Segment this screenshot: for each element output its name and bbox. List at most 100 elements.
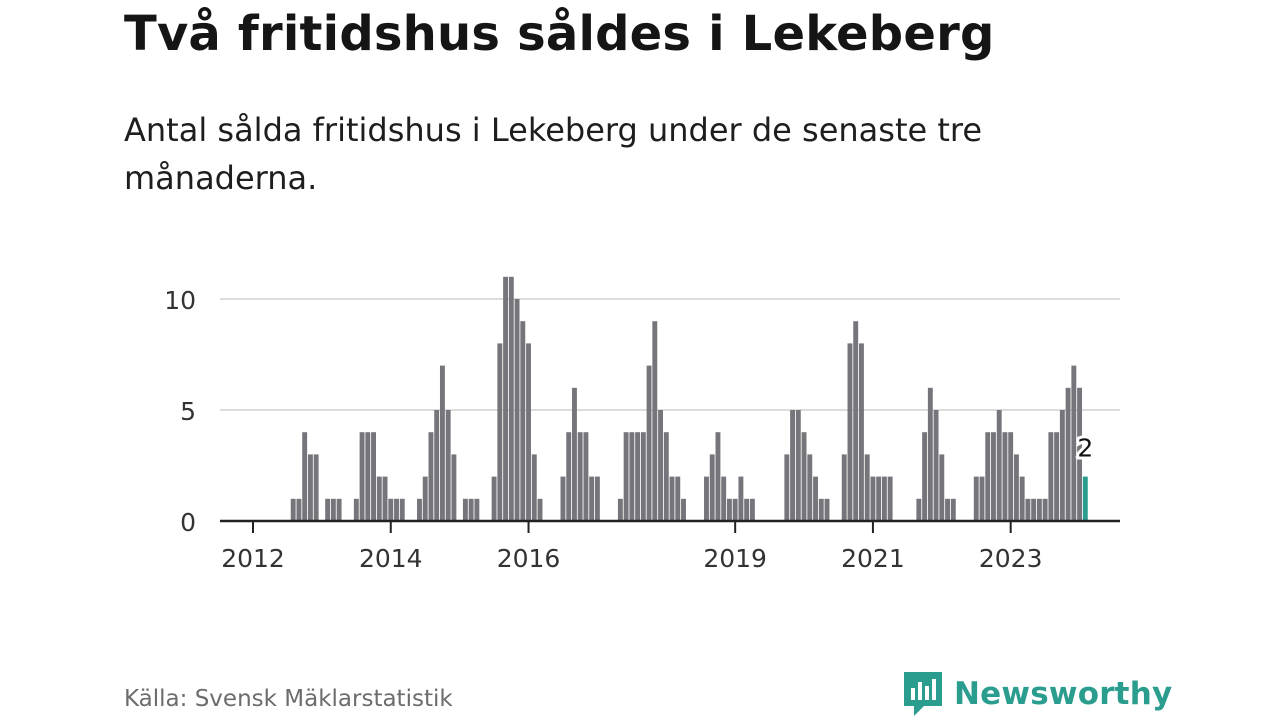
bar [732, 498, 738, 521]
bar [451, 454, 457, 521]
bar [508, 276, 514, 521]
bar [1077, 387, 1083, 521]
bar [709, 454, 715, 521]
bar [979, 476, 985, 521]
bar [353, 498, 359, 521]
bar [313, 454, 319, 521]
last-value-label: 2 [1077, 434, 1093, 463]
bar [818, 498, 824, 521]
bar [330, 498, 336, 521]
bar [422, 476, 428, 521]
bar [1048, 432, 1054, 521]
bar [663, 432, 669, 521]
bar [927, 387, 933, 521]
bar [669, 476, 675, 521]
x-tick-label: 2012 [221, 544, 285, 573]
bar [497, 343, 503, 521]
bar [985, 432, 991, 521]
brand-name: Newsworthy [954, 676, 1173, 712]
bar [738, 476, 744, 521]
source-note: Källa: Svensk Mäklarstatistik [124, 686, 453, 712]
bar [520, 321, 526, 521]
bar [382, 476, 388, 521]
bar [991, 432, 996, 521]
bar [996, 410, 1002, 521]
bar [916, 498, 922, 521]
bar [813, 476, 818, 521]
bar [933, 410, 939, 521]
bar [744, 498, 750, 521]
bar [417, 498, 422, 521]
brand-logo[interactable]: Newsworthy [902, 670, 1172, 718]
bar [434, 410, 440, 521]
bar [365, 432, 371, 521]
highlighted-bar [1082, 476, 1088, 521]
bar [594, 476, 600, 521]
chart-title: Två fritidshus såldes i Lekeberg [124, 6, 995, 62]
y-tick-label: 0 [180, 508, 196, 537]
bar [399, 498, 405, 521]
bar [795, 410, 801, 521]
bar [531, 454, 537, 521]
bar [503, 276, 509, 521]
x-ticks: 2012 2014 2016 2019 2021 2023 [221, 521, 1043, 573]
bar [359, 432, 365, 521]
x-tick-label: 2021 [841, 544, 905, 573]
bar [801, 432, 807, 521]
bar [876, 476, 882, 521]
bar [514, 299, 520, 521]
bar [376, 476, 382, 521]
bar [290, 498, 296, 521]
bar [474, 498, 480, 521]
bar [394, 498, 399, 521]
bars [290, 276, 1088, 521]
bar [784, 454, 790, 521]
bar [589, 476, 595, 521]
bar [462, 498, 468, 521]
x-tick-label: 2014 [359, 544, 423, 573]
grid-lines [220, 298, 1120, 411]
bar [635, 432, 641, 521]
bar [973, 476, 979, 521]
bar [1002, 432, 1008, 521]
bar [1019, 476, 1025, 521]
bar [945, 498, 950, 521]
bar [1025, 498, 1031, 521]
bar [807, 454, 813, 521]
bar [640, 432, 646, 521]
y-tick-label: 10 [164, 286, 196, 315]
bar [887, 476, 893, 521]
bar [681, 498, 686, 521]
bar [675, 476, 681, 521]
x-tick-label: 2016 [497, 544, 561, 573]
bar [577, 432, 583, 521]
bar [325, 498, 331, 521]
bar [841, 454, 847, 521]
bar [790, 410, 796, 521]
bar [1036, 498, 1042, 521]
bar-chart: 0 5 10 2012 2014 2016 2019 2021 2023 2 [164, 276, 1120, 573]
bar [566, 432, 572, 521]
bar [1059, 410, 1065, 521]
bar [629, 432, 635, 521]
bar [864, 454, 870, 521]
bar [704, 476, 709, 521]
x-tick-label: 2019 [703, 544, 767, 573]
bar [560, 476, 566, 521]
bar [1008, 432, 1014, 521]
bar [1042, 498, 1048, 521]
bar [623, 432, 629, 521]
bar [1054, 432, 1060, 521]
bar [428, 432, 434, 521]
newsworthy-logo-icon [904, 672, 942, 716]
bar [824, 498, 830, 521]
bar [881, 476, 887, 521]
bar [302, 432, 308, 521]
bar [853, 321, 859, 521]
bar [726, 498, 732, 521]
bar [1031, 498, 1037, 521]
bar [652, 321, 658, 521]
bar [1065, 387, 1071, 521]
y-tick-labels: 0 5 10 [164, 286, 196, 537]
bar [870, 476, 876, 521]
